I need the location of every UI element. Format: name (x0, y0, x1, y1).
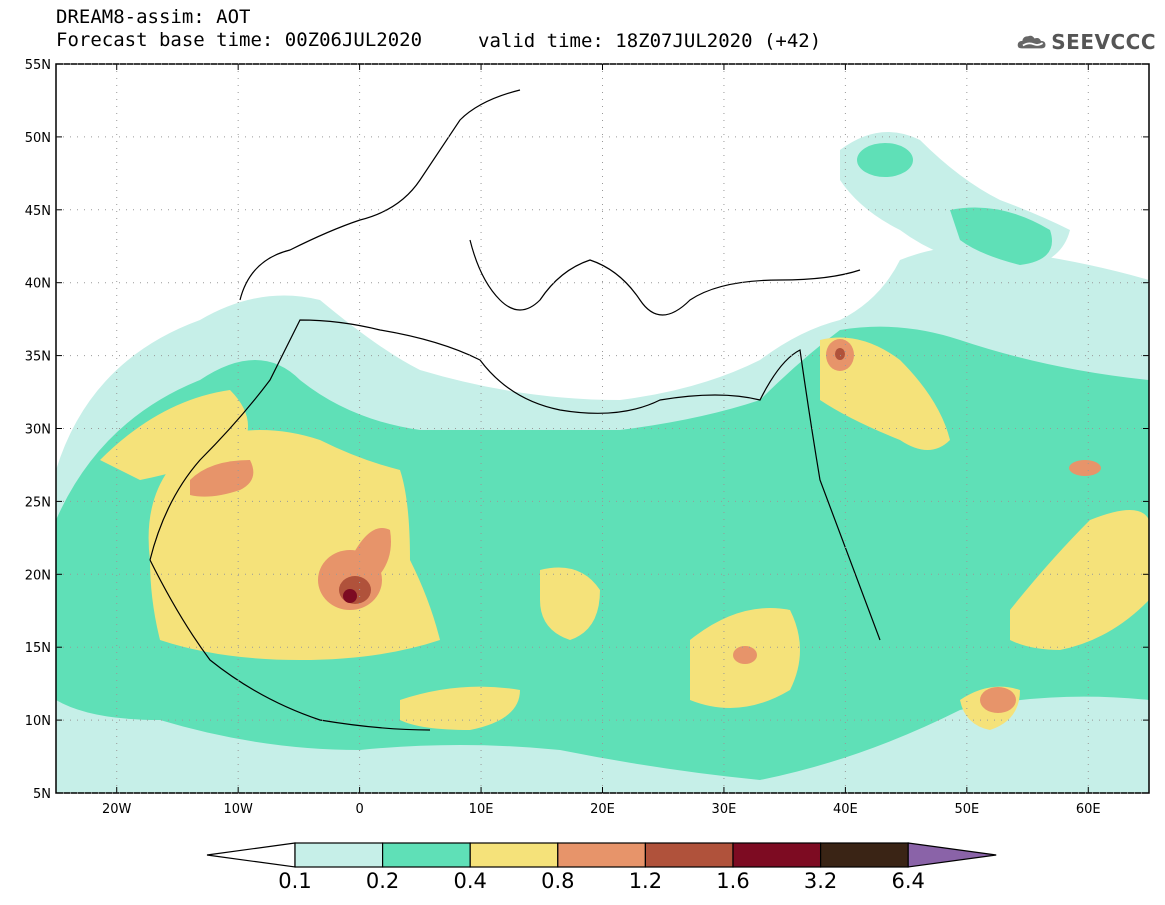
lat-label: 40N (25, 277, 51, 292)
lon-label: 10W (223, 802, 253, 817)
aot-zone-caspian-green2 (950, 207, 1052, 265)
lon-label: 10E (469, 802, 494, 817)
aot-zone-nigeria-yellow (400, 686, 520, 730)
lat-label: 20N (25, 568, 51, 583)
valid-time: valid time: 18Z07JUL2020 (+42) (478, 30, 822, 52)
aot-zone-arabia-yellow (1010, 510, 1149, 650)
aot-zone-algeria-orange (190, 460, 254, 497)
lat-label: 25N (25, 495, 51, 510)
lon-label: 40E (833, 802, 858, 817)
aot-zone-somalia-orange (980, 687, 1016, 713)
chart-title: DREAM8-assim: AOT (56, 6, 251, 28)
colorbar-label: 1.6 (716, 869, 749, 893)
aot-zone-mali-peak (343, 589, 357, 603)
europe-coast (239, 89, 861, 316)
lon-label: 30E (712, 802, 737, 817)
colorbar-label: 0.1 (278, 869, 311, 893)
logo-text: SEEVCCC (1051, 30, 1156, 54)
lon-label: 0 (355, 802, 363, 817)
aot-zone-caspian-green (857, 143, 913, 177)
aot-zone-chad-yellow (540, 567, 600, 640)
lon-label: 20W (102, 802, 132, 817)
lon-label: 20E (590, 802, 615, 817)
lon-label: 50E (954, 802, 979, 817)
lat-lon-grid (56, 63, 1149, 794)
coastline (149, 319, 881, 731)
colorbar-label: 0.2 (366, 869, 399, 893)
colorbar-label: 6.4 (891, 869, 924, 893)
lat-label: 35N (25, 350, 51, 365)
aot-zone-mesopotamia-yellow (820, 337, 950, 450)
colorbar-box (294, 842, 384, 868)
cloud-icon (1017, 35, 1046, 49)
aot-zone-sudan-orange (733, 646, 757, 664)
lat-label: 45N (25, 204, 51, 219)
colorbar-label: 0.4 (453, 869, 486, 893)
lat-label: 15N (25, 641, 51, 656)
lat-label: 30N (25, 423, 51, 438)
colorbar-box (382, 842, 471, 868)
seevccc-logo: SEEVCCC (1016, 22, 1156, 62)
forecast-base-time: Forecast base time: 00Z06JUL2020 (56, 29, 423, 51)
aot-zone-syria-core (835, 348, 845, 360)
lat-label: 10N (25, 714, 51, 729)
colorbar-box (469, 842, 559, 868)
colorbar-over-arrow (907, 842, 997, 868)
colorbar-under-arrow (206, 842, 296, 868)
colorbar-box (644, 842, 734, 868)
aot-zone-iran-orange (1069, 460, 1101, 476)
colorbar-label: 1.2 (629, 869, 662, 893)
lat-label: 5N (33, 787, 51, 802)
colorbar-box (732, 842, 822, 868)
aot-zone-medium (56, 326, 1149, 780)
aot-zone-mali-orange-tail (350, 528, 391, 580)
colorbar-label: 0.8 (541, 869, 574, 893)
lat-label: 50N (25, 131, 51, 146)
lat-label: 55N (25, 58, 51, 73)
lon-label: 60E (1076, 802, 1101, 817)
longitude-labels: 20W 10W 0 10E 20E 30E 40E 50E 60E (102, 802, 1101, 817)
colorbar-box (557, 842, 646, 868)
colorbar-box (819, 842, 909, 868)
colorbar-label: 3.2 (804, 869, 837, 893)
aot-colorbar: 0.1 0.2 0.4 0.8 1.2 1.6 3.2 6.4 (206, 842, 997, 893)
aot-zone-atlantic-yellow (100, 390, 248, 480)
latitude-labels: 55N 50N 45N 40N 35N 30N 25N 20N 15N 10N 5N (25, 58, 51, 802)
